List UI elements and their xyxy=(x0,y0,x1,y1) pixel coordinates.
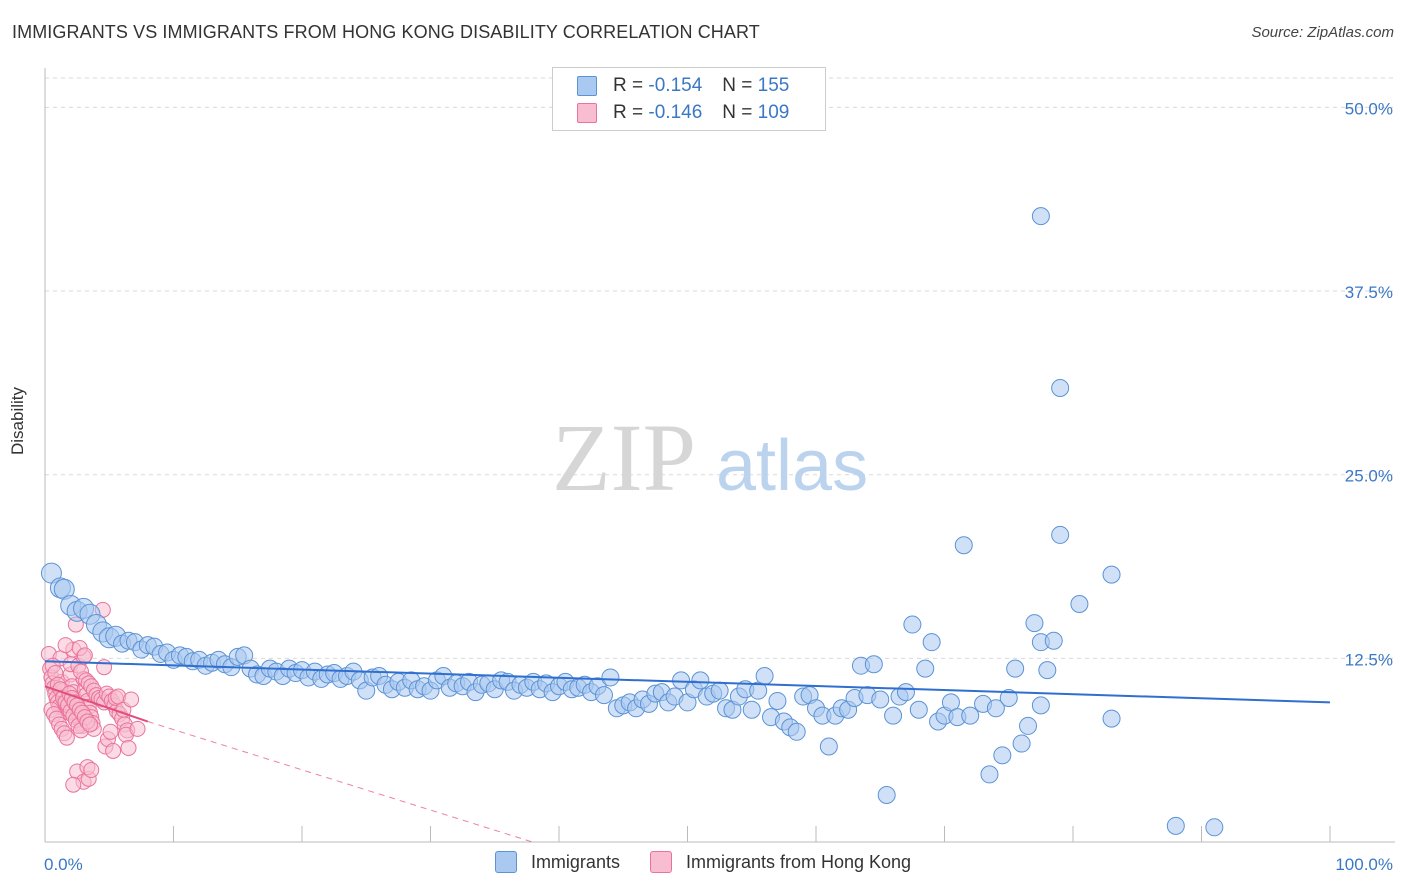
trend-lines xyxy=(44,660,1331,843)
point-immigrants xyxy=(877,785,896,804)
point-immigrants xyxy=(1051,379,1070,398)
point-immigrants xyxy=(980,765,999,784)
series-legend: Immigrants Immigrants from Hong Kong xyxy=(0,851,1406,873)
legend-n-value: 155 xyxy=(757,75,790,96)
watermark-atlas: atlas xyxy=(716,426,868,506)
point-hong-kong xyxy=(65,776,82,793)
legend-r-value: -0.146 xyxy=(648,102,703,123)
point-immigrants xyxy=(986,699,1005,718)
point-immigrants xyxy=(768,691,787,710)
watermark-zip: ZIP xyxy=(552,404,696,511)
watermark: ZIP atlas xyxy=(552,404,868,511)
point-immigrants xyxy=(909,700,928,719)
point-hong-kong xyxy=(96,659,113,676)
point-immigrants xyxy=(864,655,883,674)
y-tick-label: 12.5% xyxy=(1345,650,1393,669)
legend-label-immigrants: Immigrants xyxy=(530,851,620,872)
point-immigrants xyxy=(601,668,620,687)
point-immigrants xyxy=(896,683,915,702)
point-immigrants xyxy=(1038,661,1057,680)
point-immigrants xyxy=(1044,631,1063,650)
point-immigrants xyxy=(1012,734,1031,753)
legend-swatch-hong-kong xyxy=(577,103,597,123)
legend-swatch-immigrants xyxy=(494,851,517,873)
point-hong-kong xyxy=(120,739,137,756)
point-hong-kong xyxy=(58,729,75,746)
point-immigrants xyxy=(1025,614,1044,633)
legend-n-label: N = xyxy=(722,102,753,123)
trend-line-hong-kong xyxy=(44,685,149,723)
source-label: Source: ZipAtlas.com xyxy=(1251,24,1394,41)
x-tick-label: 0.0% xyxy=(44,855,83,874)
point-immigrants xyxy=(742,700,761,719)
point-immigrants xyxy=(1102,565,1121,584)
trend-line-hong-kong-extension xyxy=(147,721,533,843)
point-immigrants xyxy=(903,615,922,634)
point-immigrants xyxy=(594,686,613,705)
series-hong-kong xyxy=(40,601,146,793)
legend-swatch-hong-kong xyxy=(649,851,672,873)
point-immigrants xyxy=(954,536,973,555)
point-immigrants xyxy=(755,666,774,685)
legend-item-hong-kong[interactable]: Immigrants from Hong Kong xyxy=(649,851,912,873)
point-immigrants xyxy=(787,722,806,741)
point-hong-kong xyxy=(102,723,119,740)
grid-lines xyxy=(45,77,1395,659)
point-hong-kong xyxy=(81,716,98,733)
legend-r-label: R = xyxy=(613,102,644,123)
point-immigrants xyxy=(884,706,903,725)
point-immigrants xyxy=(1070,594,1089,613)
series-immigrants xyxy=(40,207,1224,837)
trend-line-immigrants xyxy=(44,660,1331,704)
point-immigrants xyxy=(1051,525,1070,544)
point-hong-kong xyxy=(129,720,146,737)
x-tick-label: 100.0% xyxy=(1335,855,1393,874)
point-immigrants xyxy=(1019,716,1038,735)
legend-r-value: -0.154 xyxy=(648,75,703,96)
point-immigrants xyxy=(1031,207,1050,226)
point-hong-kong xyxy=(76,647,93,664)
y-tick-label: 37.5% xyxy=(1345,283,1393,302)
legend-n-value: 109 xyxy=(757,102,790,123)
legend-r-label: R = xyxy=(613,75,644,96)
point-immigrants xyxy=(691,671,710,690)
point-immigrants xyxy=(1166,816,1185,835)
y-tick-label: 25.0% xyxy=(1345,467,1393,486)
point-immigrants xyxy=(819,737,838,756)
legend-label-hong-kong: Immigrants from Hong Kong xyxy=(685,851,912,872)
legend-row-hong-kong: R = -0.146 N = 109 xyxy=(577,101,789,125)
point-immigrants xyxy=(1006,659,1025,678)
point-immigrants xyxy=(922,633,941,652)
axes xyxy=(44,68,1395,843)
point-immigrants xyxy=(1205,818,1224,837)
point-immigrants xyxy=(993,746,1012,765)
point-immigrants xyxy=(710,681,729,700)
point-hong-kong xyxy=(83,762,100,779)
legend-item-immigrants[interactable]: Immigrants xyxy=(494,851,620,873)
point-immigrants xyxy=(1102,709,1121,728)
legend-swatch-immigrants xyxy=(577,76,597,96)
correlation-legend: R = -0.154 N = 155 R = -0.146 N = 109 xyxy=(552,67,826,131)
point-immigrants xyxy=(916,659,935,678)
point-immigrants xyxy=(871,690,890,709)
point-hong-kong xyxy=(57,637,74,654)
y-tick-labels: 12.5% 25.0% 37.5% 50.0% xyxy=(1345,99,1393,669)
point-immigrants xyxy=(961,706,980,725)
point-immigrants xyxy=(1031,696,1050,715)
point-hong-kong xyxy=(105,742,122,759)
legend-row-immigrants: R = -0.154 N = 155 xyxy=(577,74,789,98)
point-immigrants xyxy=(999,689,1018,708)
legend-n-label: N = xyxy=(722,75,753,96)
y-tick-label: 50.0% xyxy=(1345,99,1393,118)
x-tick-labels: 0.0% 100.0% xyxy=(44,855,1393,874)
chart-title: IMMIGRANTS VS IMMIGRANTS FROM HONG KONG … xyxy=(12,22,760,42)
point-hong-kong xyxy=(123,691,140,708)
